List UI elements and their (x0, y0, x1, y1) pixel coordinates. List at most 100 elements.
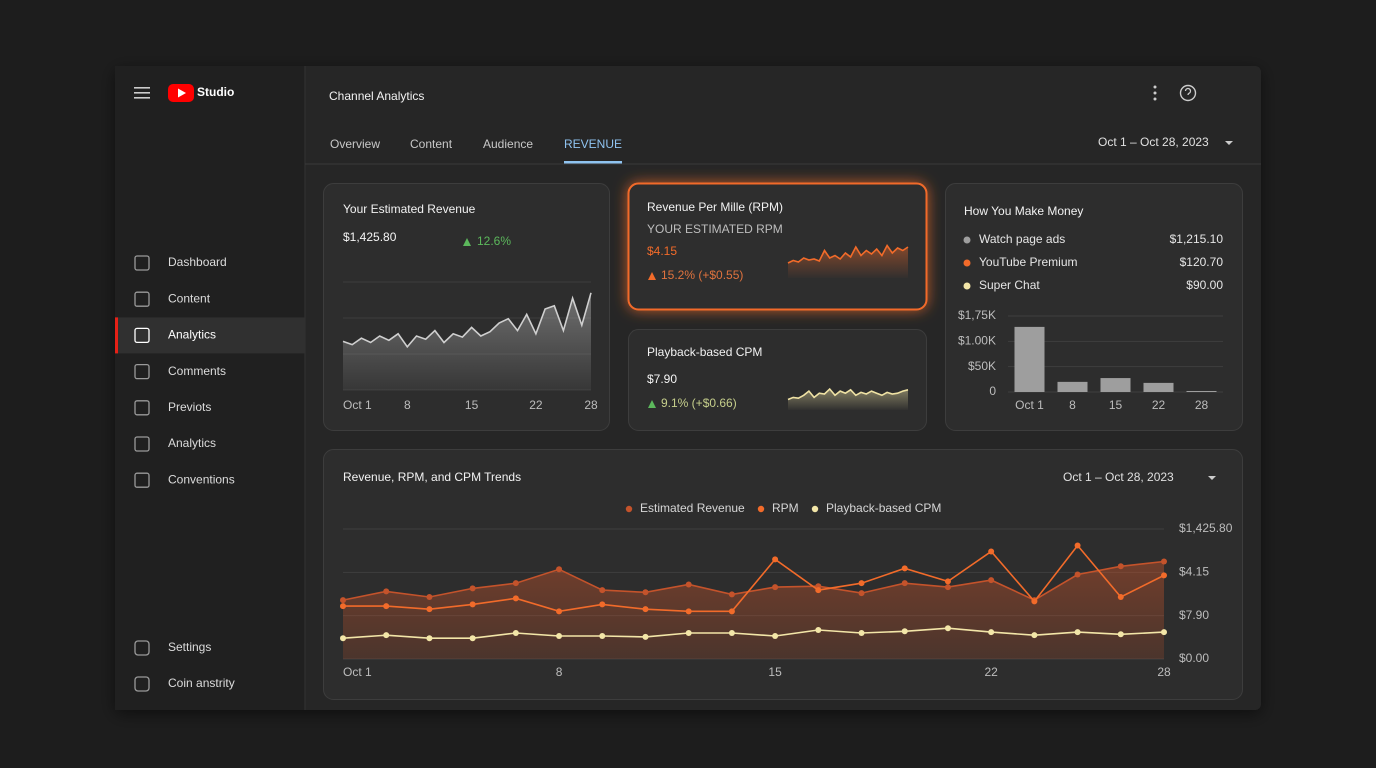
breakdown-value: $90.00 (1186, 278, 1223, 292)
data-point (426, 606, 433, 613)
menu-bar (134, 87, 150, 89)
help-button[interactable] (1179, 84, 1197, 102)
card-subtitle: YOUR ESTIMATED RPM (647, 222, 783, 236)
data-point (858, 580, 865, 587)
date-range[interactable]: Oct 1 – Oct 28, 2023 (1098, 135, 1209, 149)
data-point (426, 635, 433, 642)
x-tick-label: 8 (556, 665, 563, 679)
y-axis-label: $1,425.80 (1179, 521, 1233, 535)
nav-icon (134, 291, 150, 307)
data-point (685, 630, 692, 636)
tab[interactable]: Audience (483, 137, 533, 151)
series-line (342, 560, 1165, 602)
data-point (1117, 594, 1124, 601)
nav-item[interactable]: Comments (168, 364, 226, 378)
data-point (685, 581, 692, 588)
nav-icon (134, 640, 150, 656)
bar (1057, 381, 1088, 392)
data-point (772, 556, 779, 563)
up-arrow (648, 400, 656, 408)
x-tick-label: 15 (1109, 398, 1123, 412)
x-tick-label: 15 (768, 665, 782, 679)
nav-icon (134, 436, 150, 452)
nav-item[interactable]: Content (168, 291, 211, 305)
data-point (599, 633, 606, 640)
data-point (642, 589, 649, 596)
headline: $1,425.80 (343, 230, 397, 244)
menu-button[interactable] (134, 87, 150, 99)
dropdown-caret[interactable] (1225, 141, 1233, 145)
more-button[interactable] (1153, 85, 1157, 101)
logo-play (178, 88, 186, 98)
data-point (858, 590, 865, 597)
series-line (343, 544, 1165, 613)
data-point (901, 565, 908, 572)
bar (1143, 382, 1174, 392)
nav-item[interactable]: Analytics (168, 328, 216, 342)
data-point (728, 630, 735, 636)
x-tick-label: Oct 1 (343, 398, 372, 412)
menu-bar (134, 92, 150, 94)
y-axis-label: $7.90 (1179, 608, 1209, 622)
page-title: Channel Analytics (329, 89, 424, 103)
tab-underline (564, 161, 623, 164)
card-title: Revenue Per Mille (RPM) (647, 200, 783, 214)
dot (1153, 97, 1157, 101)
dot (1153, 91, 1157, 95)
nav-item[interactable]: Dashboard (168, 255, 227, 269)
change: 12.6% (477, 234, 511, 248)
data-point (383, 603, 390, 610)
data-point (988, 629, 995, 636)
nav-icon (134, 363, 150, 380)
card-title: Revenue, RPM, and CPM Trends (343, 470, 521, 484)
y-axis-label: $0.00 (1179, 651, 1209, 665)
legend-dot (963, 259, 971, 267)
data-point (556, 608, 563, 615)
x-tick-label: 28 (584, 398, 598, 412)
nav-item[interactable]: Previots (168, 400, 211, 414)
tab[interactable]: REVENUE (564, 137, 622, 151)
nav-item[interactable]: Settings (168, 640, 211, 654)
x-tick-label: Oct 1 (1015, 398, 1044, 412)
data-point (728, 608, 735, 615)
data-point (512, 630, 519, 636)
data-point (815, 587, 822, 594)
tab[interactable]: Overview (330, 137, 380, 151)
legend-label[interactable]: Playback-based CPM (826, 501, 941, 515)
data-point (383, 632, 390, 639)
line (342, 292, 592, 349)
date-range[interactable]: Oct 1 – Oct 28, 2023 (1063, 470, 1174, 484)
nav-item[interactable]: Conventions (168, 472, 235, 486)
data-point (728, 591, 735, 598)
data-point (642, 606, 649, 613)
dot (1153, 85, 1157, 89)
legend-label[interactable]: RPM (772, 501, 799, 515)
data-point (1117, 563, 1124, 570)
nav-item[interactable]: Coin anstrity (168, 676, 235, 690)
data-point (901, 628, 908, 635)
tab[interactable]: Content (410, 137, 453, 151)
data-point (383, 588, 390, 595)
data-point (1161, 572, 1167, 579)
nav-item[interactable]: Analytics (168, 436, 216, 450)
legend-dot (625, 505, 633, 513)
breakdown-value: $1,215.10 (1170, 232, 1224, 246)
x-tick-label: 28 (1157, 665, 1171, 679)
data-point (556, 633, 563, 640)
bar (1014, 326, 1045, 392)
data-point (901, 580, 908, 587)
menu-bar (134, 97, 150, 99)
x-tick-label: 22 (984, 665, 998, 679)
legend-dot (811, 505, 819, 513)
data-point (1074, 571, 1081, 578)
sidebar (115, 66, 305, 710)
data-point (1161, 629, 1167, 636)
data-point (944, 578, 951, 585)
sparkline (787, 387, 909, 401)
nav-icon (134, 255, 150, 271)
data-point (772, 584, 779, 591)
y-axis-label: $4.15 (1179, 565, 1209, 579)
dropdown-caret[interactable] (1208, 476, 1216, 480)
legend-label[interactable]: Estimated Revenue (640, 501, 745, 515)
